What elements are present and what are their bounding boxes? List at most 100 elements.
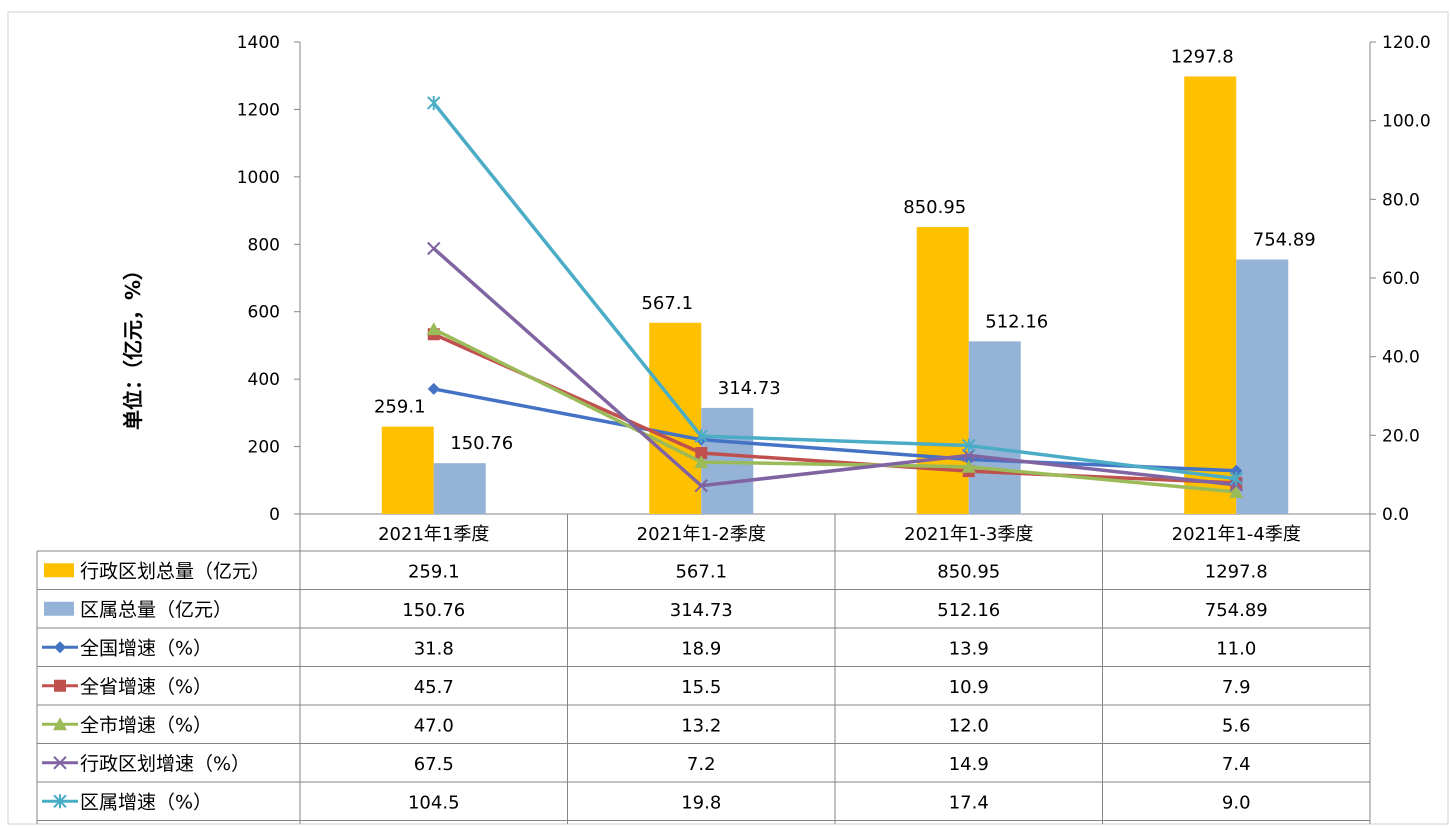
y-tick-label-right: 60.0 <box>1382 269 1420 289</box>
series-line <box>432 101 1237 481</box>
table-cell-value: 11.0 <box>1216 638 1256 659</box>
legend-key <box>44 563 74 578</box>
table-cell-value: 18.9 <box>681 638 721 659</box>
y-tick-label-left: 800 <box>248 235 280 255</box>
bar-data-label: 754.89 <box>1253 229 1316 250</box>
table-cell-value: 13.9 <box>949 638 989 659</box>
bar-data-label: 150.76 <box>450 433 513 454</box>
series-line <box>432 247 1237 488</box>
table-cell-value: 45.7 <box>414 677 454 698</box>
series-line <box>433 332 1237 485</box>
point-marker <box>1229 471 1243 486</box>
bar-data-label: 1297.8 <box>1171 46 1234 67</box>
table-cell-value: 1297.8 <box>1205 561 1268 582</box>
point-marker <box>54 679 66 692</box>
point-marker <box>53 717 67 731</box>
bar <box>433 463 486 514</box>
table-cell-value: 259.1 <box>408 561 460 582</box>
table-cell-value: 13.2 <box>681 715 721 736</box>
series-line <box>433 387 1237 473</box>
point-marker-stroke <box>694 478 708 493</box>
labels-layer: 259.1 567.1 850.95 1297.8 150.76 314.73 512.16… <box>374 46 1316 454</box>
table-cell-value: 19.8 <box>681 792 721 813</box>
table-cell-value: 17.4 <box>949 792 989 813</box>
point-marker <box>962 438 976 453</box>
point-marker <box>961 459 976 473</box>
table-cell-value: 15.5 <box>681 677 721 698</box>
y-axis-title: 单位：（亿元，%） <box>121 260 145 430</box>
table-cell-value: 850.95 <box>937 561 1000 582</box>
table-cell-value: 7.2 <box>687 754 716 775</box>
y-tick-label-left: 1400 <box>237 33 280 53</box>
table-cell-value: 31.8 <box>414 638 454 659</box>
legend-series-name: 行政区划总量（亿元） <box>80 560 270 582</box>
y-tick-label-left: 400 <box>248 370 280 390</box>
legend-series-name: 全市增速（%） <box>80 714 212 736</box>
y-tick-label-left: 1000 <box>237 168 280 188</box>
bar <box>1184 76 1237 515</box>
lines-layer <box>426 95 1244 498</box>
y-tick-label-right: 40.0 <box>1382 348 1420 368</box>
table-cell-value: 754.89 <box>1205 600 1268 621</box>
y-tick-label-right: 0.0 <box>1382 505 1409 525</box>
table-cell-value: 47.0 <box>414 715 454 736</box>
table-cell-value: 10.9 <box>949 677 989 698</box>
table-cell-value: 67.5 <box>414 754 454 775</box>
table-cell-value: 12.0 <box>949 715 989 736</box>
point-marker <box>427 241 441 256</box>
legend-series-name: 行政区划增速（%） <box>80 753 250 775</box>
data-table: 2021年1季度 2021年1-2季度 2021年1-3季度 2021年1-4季度行政… <box>36 514 1371 824</box>
point-marker <box>426 322 441 336</box>
bars-layer <box>381 76 1289 515</box>
point-marker <box>53 756 67 770</box>
bar <box>649 322 702 514</box>
bar-data-label: 259.1 <box>374 397 426 418</box>
point-marker <box>53 794 67 809</box>
bar <box>968 341 1021 514</box>
y-tick-label-left: 0 <box>269 505 280 525</box>
table-cell-value: 567.1 <box>675 561 727 582</box>
table-cell-value: 5.6 <box>1222 715 1251 736</box>
point-marker <box>694 429 708 444</box>
bar-data-label: 512.16 <box>985 311 1048 332</box>
point-marker <box>1229 484 1244 498</box>
y-tick-label-right: 120.0 <box>1382 33 1431 53</box>
point-marker <box>695 447 708 460</box>
series-line <box>432 327 1237 494</box>
table-cell-value: 314.73 <box>670 600 733 621</box>
table-cell-value: 512.16 <box>937 600 1000 621</box>
point-marker <box>694 478 708 493</box>
table-cell-value: 14.9 <box>949 754 989 775</box>
point-marker <box>427 95 441 110</box>
x-tick-label: 2021年1季度 <box>378 524 489 545</box>
table-cell-value: 7.4 <box>1222 754 1251 775</box>
point-marker <box>694 455 709 469</box>
y-tick-label-left: 1200 <box>237 100 280 120</box>
point-marker-stroke <box>962 448 976 463</box>
legend-series-name: 全省增速（%） <box>80 676 212 698</box>
point-marker-stroke <box>53 756 67 770</box>
legend-series-name: 区属增速（%） <box>80 791 212 813</box>
point-marker <box>1230 464 1243 477</box>
y-tick-label-right: 20.0 <box>1382 426 1420 446</box>
y-tick-label-right: 80.0 <box>1382 190 1420 210</box>
x-tick-label: 2021年1-2季度 <box>637 524 766 545</box>
y-tick-label-right: 100.0 <box>1382 112 1431 132</box>
point-marker <box>962 448 976 463</box>
x-tick-label: 2021年1-4季度 <box>1172 524 1301 545</box>
table-cell-value: 9.0 <box>1222 792 1251 813</box>
point-marker <box>54 641 66 654</box>
table-cell-value: 150.76 <box>402 600 465 621</box>
x-tick-label: 2021年1-3季度 <box>904 524 1033 545</box>
axes-layer: 0 200 400 600 800 1000 1200 1400 0.0 20.0 40.0 60.0… <box>237 33 1431 525</box>
bar-data-label: 567.1 <box>641 293 693 314</box>
legend-series-name: 区属总量（亿元） <box>80 599 232 621</box>
bar <box>1236 259 1289 514</box>
bar-data-label: 314.73 <box>718 378 781 399</box>
point-marker-stroke <box>427 241 441 256</box>
bar-data-label: 850.95 <box>903 197 966 218</box>
legend-key <box>44 601 74 616</box>
table-cell-value: 104.5 <box>408 792 460 813</box>
table-cell-value: 7.9 <box>1222 677 1251 698</box>
